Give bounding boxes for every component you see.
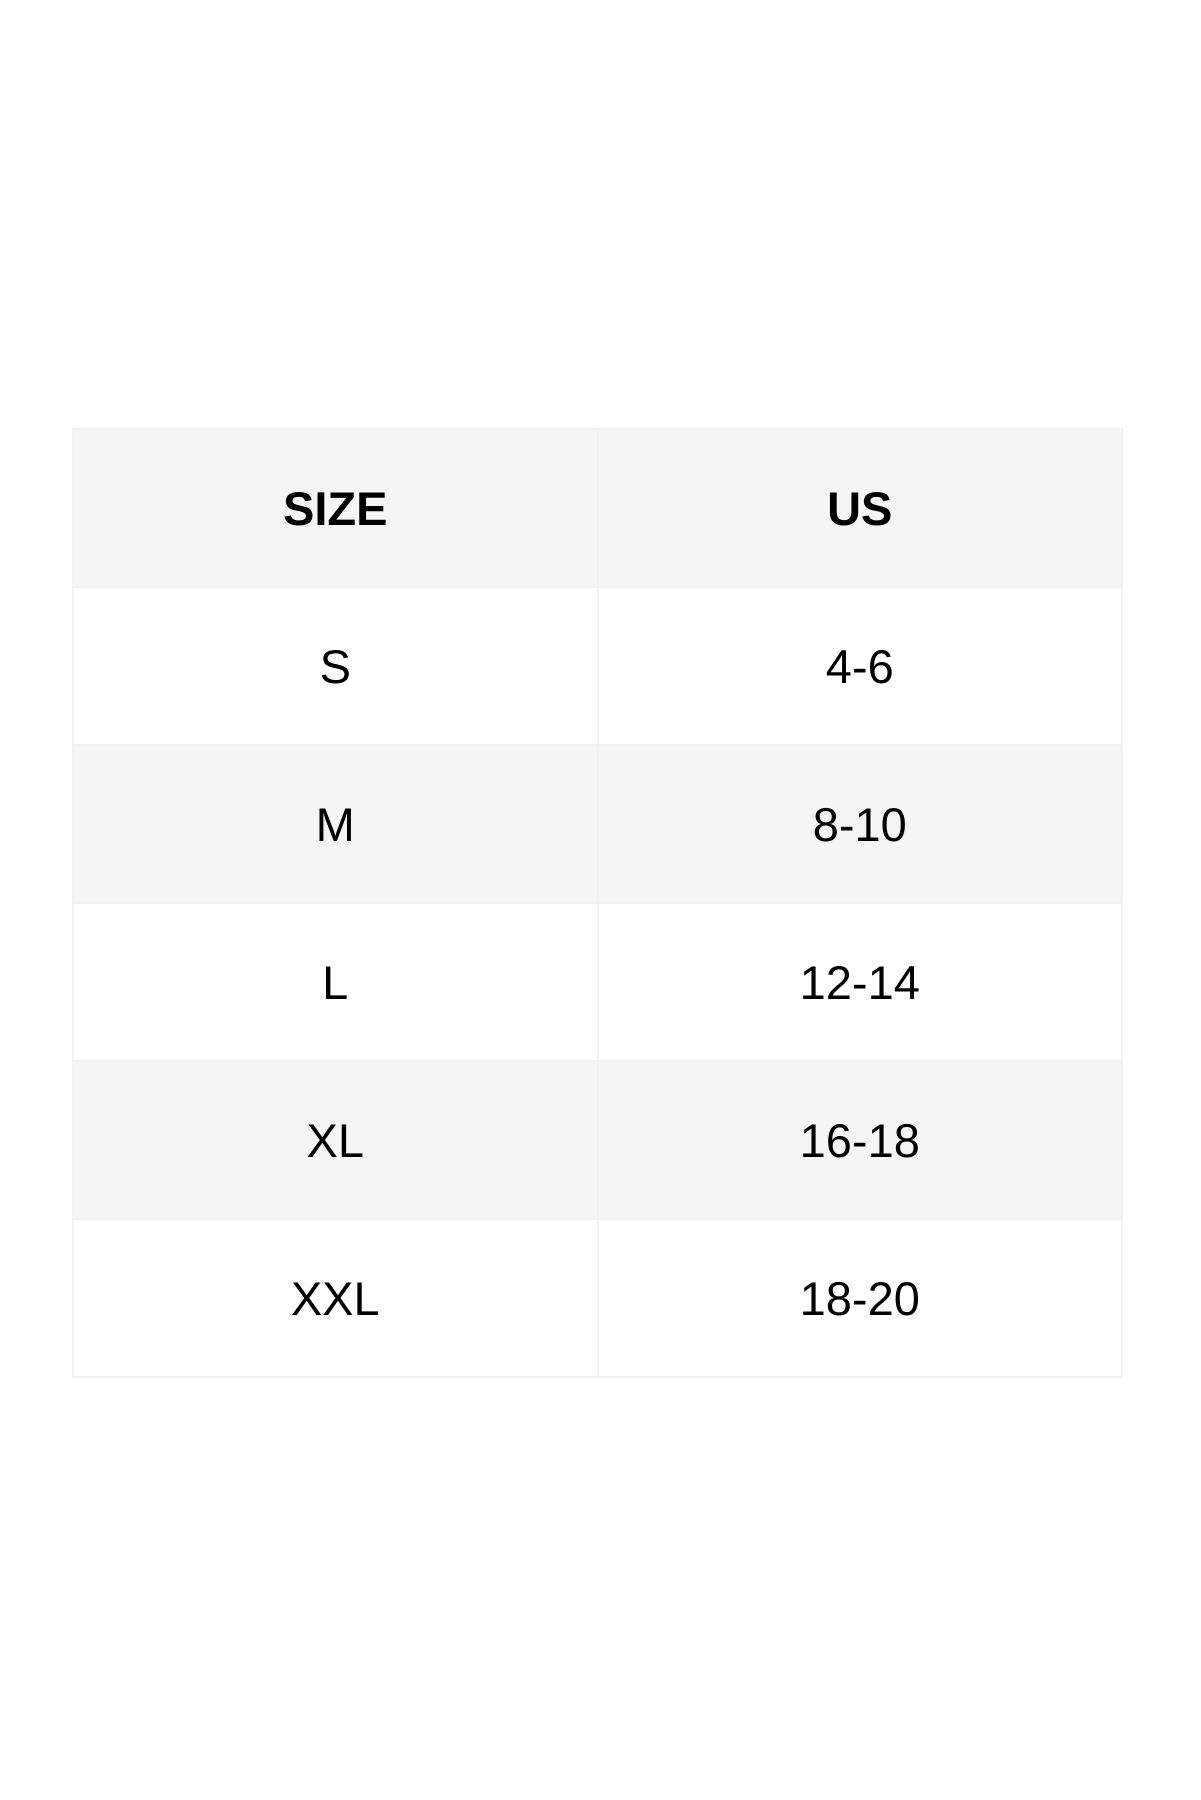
table-body: S 4-6 M 8-10 L 12-14 XL 16-18 XXL 18-20 [72, 586, 1123, 1378]
table-cell: 16-18 [596, 1060, 1123, 1220]
table-row: XL 16-18 [72, 1060, 1123, 1220]
size-table: SIZE US S 4-6 M 8-10 L 12-14 XL 16-18 XXL 18-20 [72, 428, 1123, 1378]
table-cell: M [72, 744, 599, 904]
table-cell: XL [72, 1060, 599, 1220]
table-row: XXL 18-20 [72, 1218, 1123, 1378]
table-cell: 18-20 [596, 1218, 1123, 1378]
table-cell: XXL [72, 1218, 599, 1378]
header-cell: SIZE [72, 428, 599, 588]
table-row: L 12-14 [72, 902, 1123, 1062]
table-cell: 4-6 [596, 586, 1123, 746]
table-row: M 8-10 [72, 744, 1123, 904]
table-header: SIZE US [72, 428, 1123, 588]
table-row: S 4-6 [72, 586, 1123, 746]
table-cell: 8-10 [596, 744, 1123, 904]
table-cell: L [72, 902, 599, 1062]
header-cell: US [596, 428, 1123, 588]
table-cell: 12-14 [596, 902, 1123, 1062]
header-row: SIZE US [72, 428, 1123, 588]
table-cell: S [72, 586, 599, 746]
